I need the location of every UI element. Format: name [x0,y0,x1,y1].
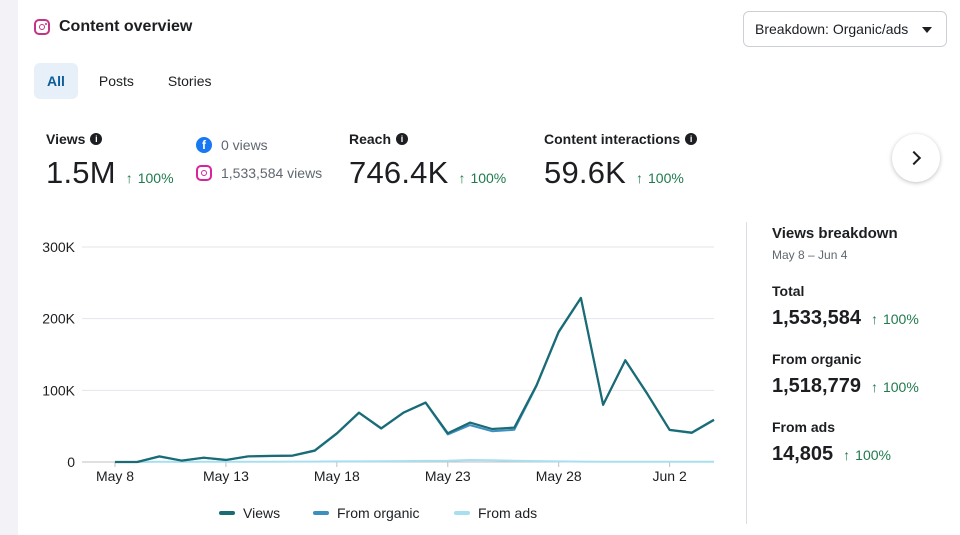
tab-stories[interactable]: Stories [167,73,212,89]
arrow-up-icon: ↑ [870,379,878,395]
facebook-views-row: f 0 views [196,137,268,153]
series-line-from-organic [115,297,715,463]
reach-metric: Reach i 746.4K ↑ 100% [349,131,506,191]
facebook-icon: f [196,137,212,153]
breakdown-ads-label: From ads [772,419,836,435]
breakdown-dropdown-label: Breakdown: Organic/ads [755,21,909,37]
arrow-up-icon: ↑ [843,447,851,463]
breakdown-organic-value: 1,518,779 [772,375,861,397]
legend-ads[interactable]: From ads [454,505,537,521]
legend-swatch [454,511,470,515]
legend-swatch [219,511,235,515]
reach-value: 746.4K [349,155,449,190]
x-tick-label: May 23 [425,468,471,484]
views-line-chart: 0 100K 200K 300K May 8 May 13 May 18 May 23 May … [42,239,715,484]
info-icon[interactable]: i [90,133,103,145]
tab-all[interactable]: All [34,63,78,99]
next-metrics-button[interactable] [892,134,940,182]
reach-label: Reach [349,131,392,147]
y-tick-label: 300K [42,239,75,255]
caret-down-icon [922,27,932,33]
interactions-label: Content interactions [544,131,681,147]
series-line-from-ads [115,459,714,463]
series-line-views [115,296,715,464]
breakdown-date-range: May 8 – Jun 4 [772,248,848,262]
arrow-up-icon: ↑ [125,170,133,186]
legend-label: Views [243,505,281,521]
y-tick-label: 200K [42,311,75,327]
legend-views[interactable]: Views [219,505,280,521]
breakdown-total-label: Total [772,283,805,299]
views-label: Views [46,131,86,147]
instagram-icon [34,19,50,35]
x-tick-label: May 18 [314,468,360,484]
legend-label: From organic [337,505,420,521]
arrow-up-icon: ↑ [458,170,466,186]
legend-label: From ads [478,505,538,521]
views-metric: Views i 1.5M ↑ 100% [46,131,174,191]
breakdown-total-change: ↑ 100% [870,311,919,327]
instagram-views-row: 1,533,584 views [196,165,322,181]
divider [746,222,747,524]
breakdown-ads-change: ↑ 100% [843,447,891,463]
breakdown-dropdown[interactable]: Breakdown: Organic/ads [743,11,947,47]
breakdown-header: Views breakdown May 8 – Jun 4 [772,225,898,262]
tab-bar: All Posts Stories [34,63,232,99]
content-overview-card [18,0,960,535]
breakdown-ads-value: 14,805 [772,443,834,465]
legend-swatch [313,511,329,515]
arrow-up-icon: ↑ [870,311,878,327]
breakdown-organic-change: ↑ 100% [870,379,919,395]
breakdown-total-value: 1,533,584 [772,307,861,329]
interactions-metric: Content interactions i 59.6K ↑ 100% [544,131,698,191]
y-tick-label: 0 [67,454,75,470]
info-icon[interactable]: i [685,133,698,145]
tab-posts[interactable]: Posts [98,73,134,89]
views-value: 1.5M [46,155,116,190]
x-tick-label: May 28 [536,468,582,484]
arrow-up-icon: ↑ [636,170,644,186]
breakdown-title: Views breakdown [772,225,898,242]
instagram-views: 1,533,584 views [221,165,323,181]
facebook-views: 0 views [221,137,268,153]
page-title: Content overview [59,18,193,35]
breakdown-ads: From ads 14,805 ↑ 100% [772,419,891,466]
y-tick-label: 100K [42,382,75,398]
chevron-right-icon [906,150,922,166]
legend-organic[interactable]: From organic [313,505,419,521]
breakdown-organic-label: From organic [772,351,862,367]
x-tick-label: Jun 2 [653,468,687,484]
header: Content overview [34,18,192,36]
interactions-value: 59.6K [544,155,627,190]
views-change: ↑ 100% [125,170,174,186]
x-tick-label: May 13 [203,468,249,484]
breakdown-organic: From organic 1,518,779 ↑ 100% [772,351,919,398]
info-icon[interactable]: i [396,133,409,145]
breakdown-total: Total 1,533,584 ↑ 100% [772,283,919,330]
interactions-change: ↑ 100% [636,170,684,186]
x-tick-label: May 8 [96,468,134,484]
reach-change: ↑ 100% [458,170,507,186]
instagram-icon [196,165,212,181]
